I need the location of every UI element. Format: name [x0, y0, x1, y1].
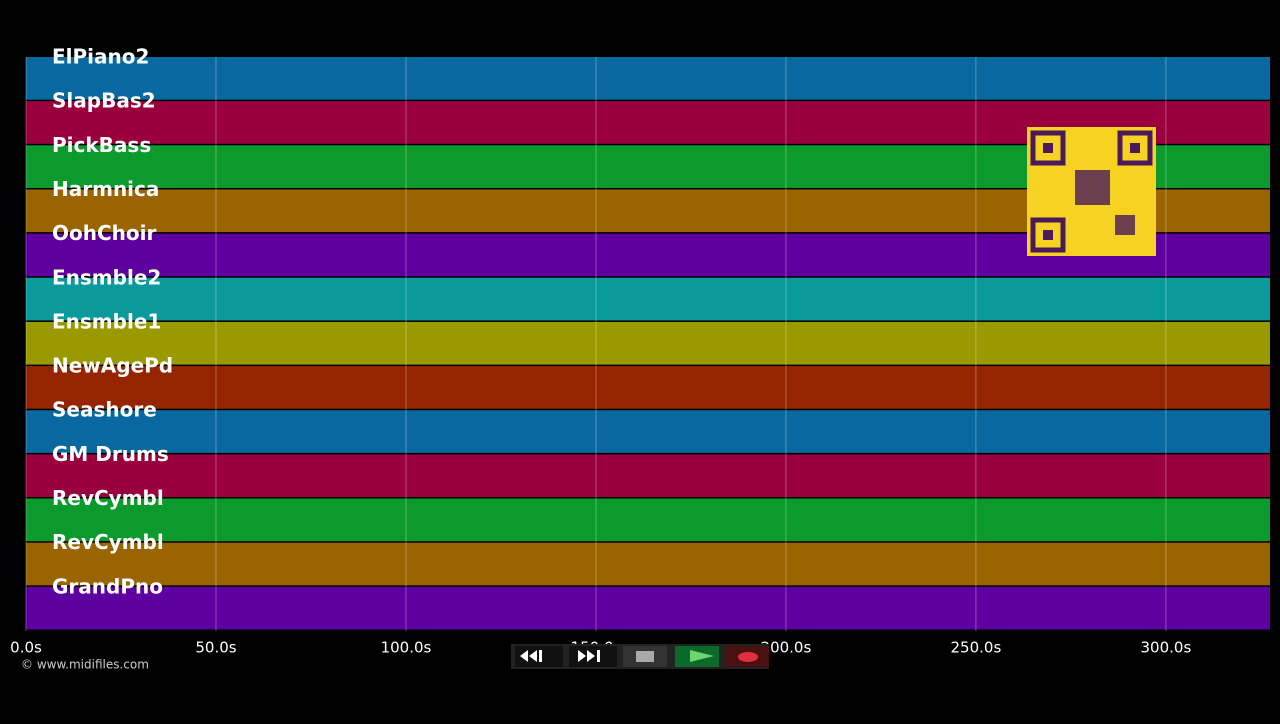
playback-controls — [511, 644, 769, 669]
track-name: SlapBas2 — [52, 89, 156, 113]
x-tick-label: 250.0s — [951, 639, 1002, 657]
track-lane — [26, 454, 1270, 498]
track-lane — [26, 321, 1270, 365]
track-name: Harmnica — [52, 177, 159, 201]
forward-button[interactable] — [569, 646, 617, 667]
x-tick-label: 300.0s — [1141, 639, 1192, 657]
track-name: Seashore — [52, 398, 157, 422]
record-button[interactable] — [725, 646, 769, 667]
qr-code — [1027, 127, 1156, 256]
track-name: Ensmble1 — [52, 309, 161, 333]
track-name: RevCymbl — [52, 486, 164, 510]
track-name: NewAgePd — [52, 354, 173, 378]
track-name: GM Drums — [52, 442, 169, 466]
track-lane — [26, 498, 1270, 542]
track-lane — [26, 410, 1270, 453]
x-tick-label: 0.0s — [10, 639, 42, 657]
track-lane — [26, 366, 1270, 409]
track-lane — [26, 542, 1270, 586]
x-tick-label: 200.0s — [761, 639, 812, 657]
track-lane — [26, 57, 1270, 100]
track-lane — [26, 586, 1270, 630]
track-name: Ensmble2 — [52, 265, 161, 289]
x-tick-label: 50.0s — [195, 639, 236, 657]
rewind-button[interactable] — [515, 646, 563, 667]
track-name: PickBass — [52, 133, 151, 157]
credit: © www.midifiles.com — [21, 658, 149, 672]
x-tick-label: 100.0s — [381, 639, 432, 657]
track-name: ElPiano2 — [52, 45, 149, 69]
track-lane — [26, 277, 1270, 321]
stop-button[interactable] — [623, 646, 667, 667]
play-button[interactable] — [675, 646, 719, 667]
track-name: RevCymbl — [52, 530, 164, 554]
track-name: GrandPno — [52, 574, 163, 598]
track-name: OohChoir — [52, 221, 156, 245]
